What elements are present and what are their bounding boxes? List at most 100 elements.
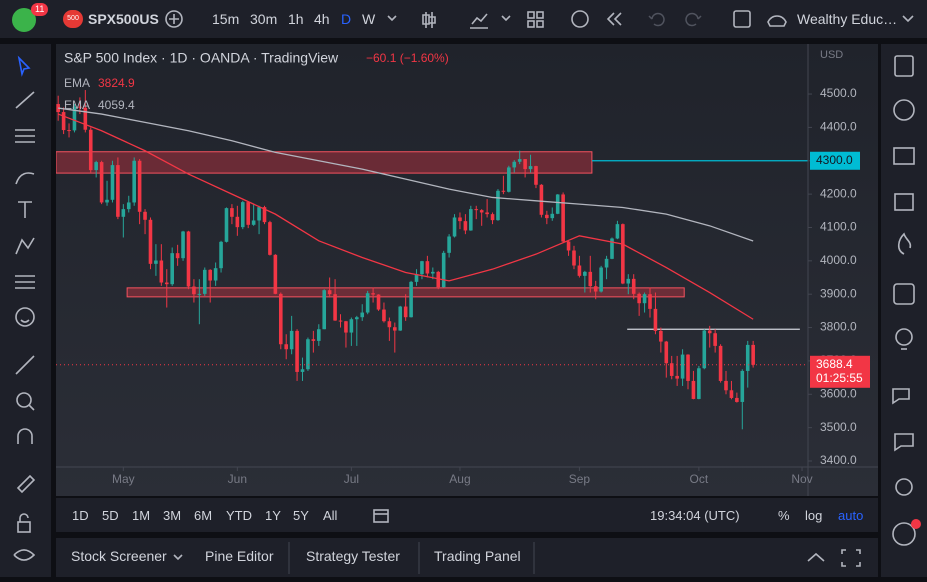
y-tick-label: 3800.0 — [820, 320, 857, 334]
plot-area — [56, 90, 808, 430]
range[interactable]: 1D — [72, 508, 89, 523]
candle-body — [61, 112, 66, 131]
candle-body — [333, 294, 337, 321]
top-toolbar: 11 500 SPX500US 15m 30m 1h 4h D W Wealth… — [0, 0, 927, 38]
candle-body — [88, 129, 93, 171]
candle-body — [599, 267, 603, 292]
interval[interactable]: 30m — [250, 11, 278, 27]
candle-body — [686, 354, 690, 381]
candle-body — [262, 207, 267, 223]
interval[interactable]: 4h — [314, 11, 330, 27]
candle-body — [680, 354, 685, 379]
panel-tab[interactable]: Trading Panel — [434, 548, 521, 564]
interval[interactable]: D — [341, 11, 352, 27]
candle-body — [517, 159, 522, 162]
candle-body — [718, 345, 723, 381]
candle-body — [664, 341, 669, 364]
candle-body — [393, 327, 397, 331]
legend-name: EMA — [64, 98, 90, 112]
candle-body — [306, 339, 310, 370]
toolbar-icons — [387, 10, 787, 29]
y-tick-label: 4500.0 — [820, 86, 857, 100]
candle-body — [593, 286, 598, 292]
candle-body — [653, 308, 658, 331]
candle-body — [447, 236, 451, 253]
range[interactable]: 1Y — [265, 508, 281, 523]
option[interactable]: auto — [838, 508, 864, 523]
price-change: −60.1 (−1.60%) — [366, 51, 449, 65]
account-menu[interactable] — [900, 12, 916, 26]
y-tick-label: 3400.0 — [820, 453, 857, 467]
x-tick-label: Aug — [449, 472, 470, 486]
candle-body — [56, 104, 60, 113]
legend-value: 4059.4 — [98, 98, 135, 112]
candle-body — [642, 294, 647, 304]
notification-badge: 11 — [31, 3, 49, 16]
range[interactable]: 6M — [194, 508, 213, 523]
x-tick-label: Jun — [228, 472, 247, 486]
candle-body — [148, 219, 153, 264]
candle-body — [78, 106, 82, 108]
candle-body — [523, 159, 527, 170]
candle-body — [105, 199, 109, 203]
x-tick-label: Oct — [690, 472, 709, 486]
candle-body — [116, 165, 120, 217]
candle-body — [246, 202, 251, 225]
candle-body — [577, 265, 582, 276]
panel-tab[interactable]: Strategy Tester — [306, 548, 400, 564]
candle-body — [371, 293, 375, 295]
interval[interactable]: 15m — [212, 11, 240, 27]
add-symbol[interactable] — [164, 9, 184, 29]
range[interactable]: 5Y — [293, 508, 309, 523]
candle-body — [707, 330, 712, 334]
range[interactable]: 1M — [132, 508, 151, 523]
candle-body — [349, 319, 354, 333]
ema-line — [58, 107, 754, 242]
range[interactable]: All — [323, 508, 338, 523]
option[interactable]: log — [805, 508, 823, 523]
panel-tab[interactable]: Pine Editor — [205, 548, 274, 564]
candle-body — [154, 260, 158, 264]
bottom-panel: Stock Screener Pine Editor Strategy Test… — [56, 538, 878, 577]
candle-body — [311, 339, 316, 341]
y-tick-label: 4400.0 — [820, 120, 857, 134]
candle-body — [126, 202, 131, 210]
candle-body — [485, 212, 489, 215]
range[interactable]: 3M — [163, 508, 182, 523]
candle-body — [441, 252, 446, 288]
candle-body — [175, 253, 180, 259]
range[interactable]: YTD — [226, 508, 252, 523]
candle-body — [610, 238, 614, 259]
option[interactable]: % — [778, 508, 790, 523]
candle-body — [735, 397, 739, 402]
range[interactable]: 5D — [102, 508, 119, 523]
x-tick-label: May — [112, 472, 135, 486]
candle-body — [355, 317, 359, 320]
drawing-tools[interactable] — [0, 44, 51, 577]
candle-body — [99, 162, 104, 203]
panel-tab[interactable]: Stock Screener — [71, 548, 167, 564]
interval[interactable]: W — [362, 11, 376, 27]
chart: S&P 500 Index · 1D · OANDA · TradingView… — [56, 44, 878, 496]
interval[interactable]: 1h — [288, 11, 304, 27]
candle-body — [474, 209, 479, 211]
right-toolbar — [881, 44, 927, 577]
countdown: 01:25:55 — [816, 371, 863, 385]
y-tick-label: 4000.0 — [820, 253, 857, 267]
candle-body — [512, 161, 517, 168]
candle-body — [230, 208, 234, 217]
candle-body — [572, 250, 576, 266]
x-tick-label: Jul — [344, 472, 359, 486]
date-range[interactable] — [372, 506, 390, 524]
candle-body — [197, 293, 202, 295]
account-name[interactable]: Wealthy Educ… — [797, 11, 898, 27]
candle-body — [110, 165, 115, 200]
candle-body — [159, 260, 164, 283]
candle-body — [289, 330, 294, 350]
candle-body — [425, 261, 430, 274]
candle-body — [403, 306, 408, 318]
symbol[interactable]: SPX500US — [88, 11, 159, 27]
candle-body — [588, 271, 593, 287]
candle-body — [94, 162, 98, 171]
widget-icons[interactable] — [881, 44, 927, 577]
